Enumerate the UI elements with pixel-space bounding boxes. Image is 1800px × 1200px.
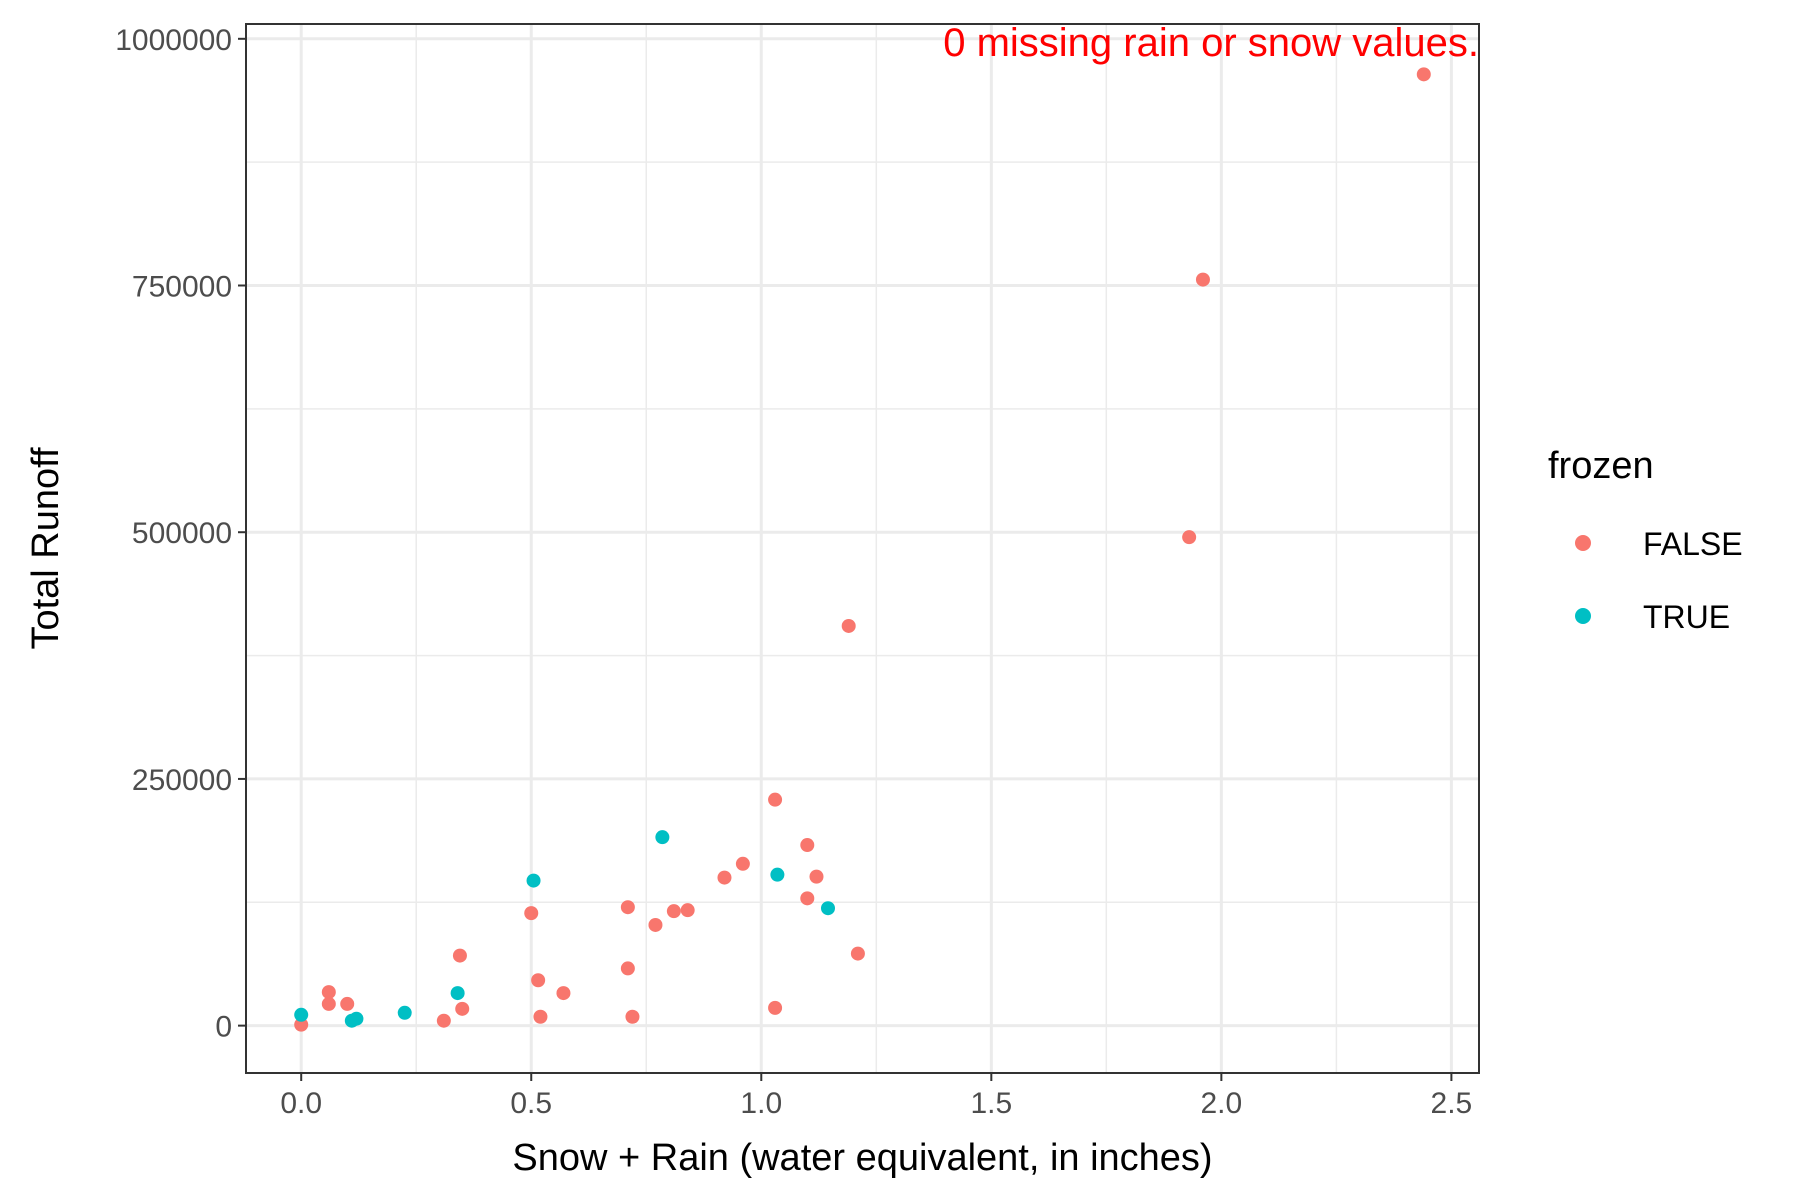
x-tick-label: 0.5 [510,1087,552,1120]
data-point-false [735,856,750,871]
data-point-false [1195,272,1210,287]
legend-label-true: TRUE [1643,599,1730,635]
data-point-false [841,618,856,633]
data-point-false [524,906,539,921]
data-point-true [820,901,835,916]
x-axis-title: Snow + Rain (water equivalent, in inches… [512,1137,1212,1179]
data-point-true [450,986,465,1001]
legend-key-true [1575,608,1591,624]
data-point-false [452,948,467,963]
data-point-false [321,996,336,1011]
minor-gridlines [246,24,1479,1073]
data-point-true [294,1007,309,1022]
data-point-false [533,1009,548,1024]
data-points [294,67,1431,1032]
data-point-false [436,1013,451,1028]
y-axis-ticks: 0 250000 500000 750000 1000000 [115,24,246,1044]
data-point-false [768,1000,783,1015]
data-point-false [800,838,815,853]
data-point-false [321,985,336,1000]
y-tick-label: 500000 [132,517,232,550]
x-tick-label: 2.0 [1200,1087,1242,1120]
data-point-false [620,900,635,915]
data-point-false [340,996,355,1011]
y-tick-label: 0 [215,1011,232,1044]
data-point-true [349,1011,364,1026]
data-point-false [800,891,815,906]
data-point-false [717,870,732,885]
x-tick-label: 1.0 [740,1087,782,1120]
data-point-false [768,792,783,807]
major-gridlines [246,24,1479,1073]
y-tick-label: 750000 [132,271,232,304]
x-tick-label: 0.0 [280,1087,322,1120]
data-point-true [397,1005,412,1020]
y-tick-label: 250000 [132,764,232,797]
data-point-true [770,867,785,882]
legend-title: frozen [1548,445,1654,487]
data-point-false [680,903,695,918]
data-point-false [556,986,571,1001]
data-point-true [655,830,670,845]
data-point-false [666,904,681,919]
data-point-false [1416,67,1431,82]
data-point-false [809,869,824,884]
data-point-false [294,1017,309,1032]
data-point-false [648,917,663,932]
data-point-false [850,946,865,961]
y-tick-label: 1000000 [115,24,232,57]
x-tick-label: 1.5 [970,1087,1012,1120]
data-point-false [1182,530,1197,545]
legend-label-false: FALSE [1643,526,1743,562]
panel-border [245,23,1480,1074]
x-tick-label: 2.5 [1431,1087,1473,1120]
data-point-true [526,873,541,888]
x-axis-ticks: 0.0 0.5 1.0 1.5 2.0 2.5 [280,1073,1472,1120]
data-point-false [620,961,635,976]
legend-key-false [1575,535,1591,551]
data-point-false [625,1009,640,1024]
data-point-false [531,973,546,988]
y-axis-title: Total Runoff [25,447,67,650]
missing-values-annotation: 0 missing rain or snow values. [943,21,1479,65]
legend: frozen FALSE TRUE [1548,445,1743,635]
data-point-false [455,1001,470,1016]
